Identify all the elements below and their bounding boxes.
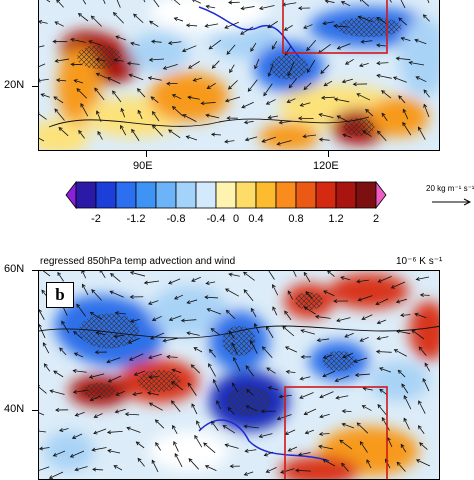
field-patch — [259, 123, 319, 151]
significance-hatch — [344, 118, 375, 136]
colorbar-tick-label: -1.2 — [127, 213, 146, 225]
colorbar-cell — [136, 182, 156, 208]
vector-reference-arrow — [430, 196, 474, 208]
panel-a-xtick-mark-120e — [328, 151, 329, 157]
colorbar-cell — [316, 182, 336, 208]
colorbar-cell — [256, 182, 276, 208]
colorbar-arrow-left — [66, 182, 76, 208]
colorbar-tick-label: 1.2 — [328, 213, 343, 225]
panel-a-ytick-20n: 20N — [4, 79, 24, 91]
panel-b-title: regressed 850hPa temp advection and wind — [40, 256, 235, 267]
colorbar-cell — [176, 182, 196, 208]
colorbar-tick-label: 2 — [373, 213, 379, 225]
colorbar-cell — [116, 182, 136, 208]
panel-a-xtick-90e: 90E — [133, 160, 153, 172]
panel-a-ytick-mark — [32, 86, 38, 87]
significance-hatch — [137, 370, 181, 392]
field-patch — [44, 431, 94, 471]
panel-b-ytick-40n: 40N — [4, 403, 24, 415]
significance-hatch — [77, 45, 121, 69]
colorbar-cell — [96, 182, 116, 208]
colorbar-cell — [236, 182, 256, 208]
field-patch — [369, 361, 429, 401]
field-patch — [129, 32, 189, 72]
colorbar-tick-label: -2 — [91, 213, 101, 225]
colorbar-cell — [356, 182, 376, 208]
field-patch — [149, 431, 229, 471]
colorbar-cell — [336, 182, 356, 208]
panel-a-xtick-120e: 120E — [313, 160, 339, 172]
colorbar-tick-label: 0 — [233, 213, 239, 225]
colorbar-cell — [216, 182, 236, 208]
panel-b-label-box: b — [46, 282, 74, 308]
panel-b-units: 10⁻⁶ K s⁻¹ — [396, 256, 442, 267]
panel-b-label: b — [55, 285, 64, 305]
colorbar-cell — [76, 182, 96, 208]
colorbar-cell — [196, 182, 216, 208]
vector-reference-label: 20 kg m⁻¹ s⁻¹ — [426, 184, 474, 193]
colorbar: -2 -1.2 -0.8 -0.4 0 0.4 0.8 1.2 2 — [58, 180, 424, 226]
significance-hatch — [270, 55, 309, 80]
panel-a-field — [39, 0, 440, 151]
colorbar-tick-label: -0.4 — [207, 213, 226, 225]
colorbar-cell — [276, 182, 296, 208]
panel-b-map — [38, 270, 440, 480]
colorbar-cell — [296, 182, 316, 208]
colorbar-cell — [156, 182, 176, 208]
panel-b-ytick-60n: 60N — [4, 263, 24, 275]
colorbar-arrow-right — [376, 182, 386, 208]
panel-a-map — [38, 0, 440, 151]
panel-b-field — [39, 271, 440, 480]
colorbar-tick-label: 0.8 — [288, 213, 303, 225]
colorbar-tick-label: 0.4 — [248, 213, 263, 225]
panel-b-ytick-mark-60n — [32, 270, 38, 271]
panel-b-ytick-mark-40n — [32, 410, 38, 411]
field-patch — [329, 273, 409, 309]
colorbar-tick-label: -0.8 — [167, 213, 186, 225]
panel-a-xtick-mark-90e — [146, 151, 147, 157]
